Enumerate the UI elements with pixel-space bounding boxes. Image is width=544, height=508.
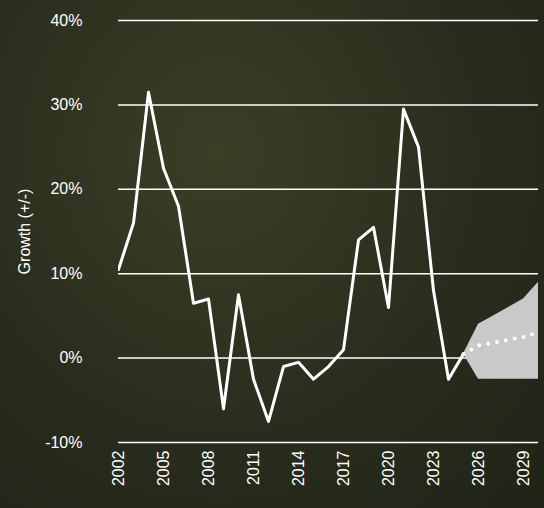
- svg-text:40%: 40%: [50, 12, 82, 29]
- svg-text:2002: 2002: [110, 450, 127, 486]
- svg-text:Growth (+/-): Growth (+/-): [16, 189, 33, 275]
- svg-text:2011: 2011: [245, 450, 262, 485]
- svg-text:30%: 30%: [50, 96, 82, 113]
- svg-text:10%: 10%: [50, 265, 82, 282]
- svg-text:-10%: -10%: [45, 434, 82, 451]
- svg-text:20%: 20%: [50, 180, 82, 197]
- svg-text:2026: 2026: [470, 450, 487, 486]
- svg-text:2029: 2029: [515, 450, 532, 486]
- svg-text:2014: 2014: [290, 450, 307, 486]
- svg-text:2017: 2017: [335, 450, 352, 486]
- svg-text:2023: 2023: [425, 450, 442, 486]
- svg-text:2008: 2008: [200, 450, 217, 486]
- svg-text:2005: 2005: [155, 450, 172, 486]
- svg-text:0%: 0%: [59, 349, 82, 366]
- svg-text:2020: 2020: [380, 450, 397, 486]
